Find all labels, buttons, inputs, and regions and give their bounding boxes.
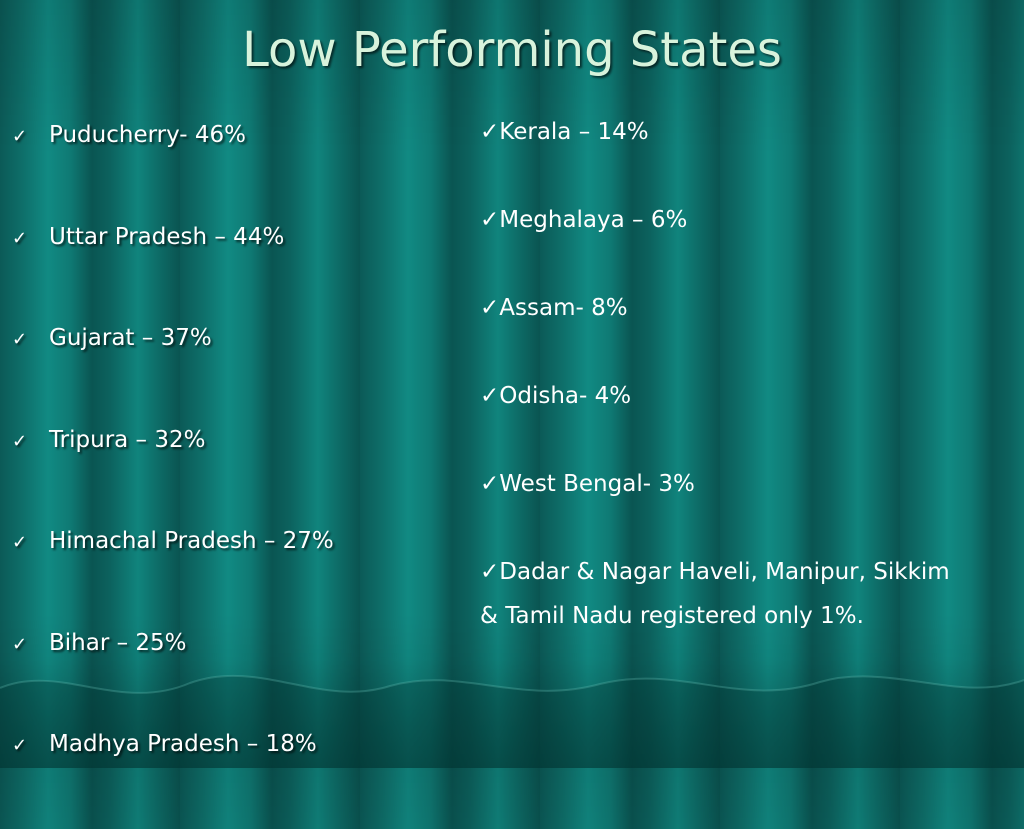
list-item-text: Gujarat – 37%: [49, 325, 212, 351]
curtain-fringe: [0, 658, 1024, 768]
check-mark-icon: ✓: [12, 633, 28, 655]
slide-title: Low Performing States: [242, 22, 782, 78]
list-item: ✓West Bengal- 3%: [480, 471, 695, 497]
left-bullet-list: ✓ Puducherry- 46% ✓ Uttar Pradesh – 44% ✓ G…: [12, 118, 452, 829]
list-item: ✓ Puducherry- 46%: [12, 118, 452, 220]
list-item: ✓ Tripura – 32%: [12, 423, 452, 525]
list-item: ✓Kerala – 14%: [480, 119, 649, 145]
list-item: ✓ Bihar – 25%: [12, 626, 452, 728]
curtain-wave-decoration: [0, 674, 1024, 768]
check-mark-icon: ✓: [12, 329, 28, 350]
list-item: ✓Odisha- 4%: [480, 383, 632, 409]
list-item-text: Bihar – 25%: [49, 629, 187, 656]
list-item-text: Himachal Pradesh – 27%: [49, 528, 334, 554]
check-mark-icon: ✓: [12, 126, 28, 147]
right-text-list: ✓Kerala – 14% ✓Meghalaya – 6% ✓Assam- 8%…: [480, 110, 960, 638]
list-item: ✓ Himachal Pradesh – 27%: [12, 524, 452, 626]
list-item-text: Uttar Pradesh – 44%: [49, 223, 285, 250]
list-item: ✓ Gujarat – 37%: [12, 321, 452, 423]
list-item: ✓Assam- 8%: [480, 295, 628, 321]
check-mark-icon: ✓: [12, 430, 28, 452]
check-mark-icon: ✓: [12, 227, 28, 249]
list-item: ✓Meghalaya – 6%: [480, 207, 688, 233]
list-item: ✓ Uttar Pradesh – 44%: [12, 220, 452, 322]
list-item: ✓Dadar & Nagar Haveli, Manipur, Sikkim &…: [480, 559, 950, 629]
list-item-text: Tripura – 32%: [49, 426, 206, 453]
list-item: ✓ Madhya Pradesh – 18%: [12, 727, 452, 829]
check-mark-icon: ✓: [12, 735, 28, 756]
list-item-text: Puducherry- 46%: [49, 122, 247, 148]
check-mark-icon: ✓: [12, 532, 28, 553]
list-item-text: Madhya Pradesh – 18%: [49, 731, 317, 757]
